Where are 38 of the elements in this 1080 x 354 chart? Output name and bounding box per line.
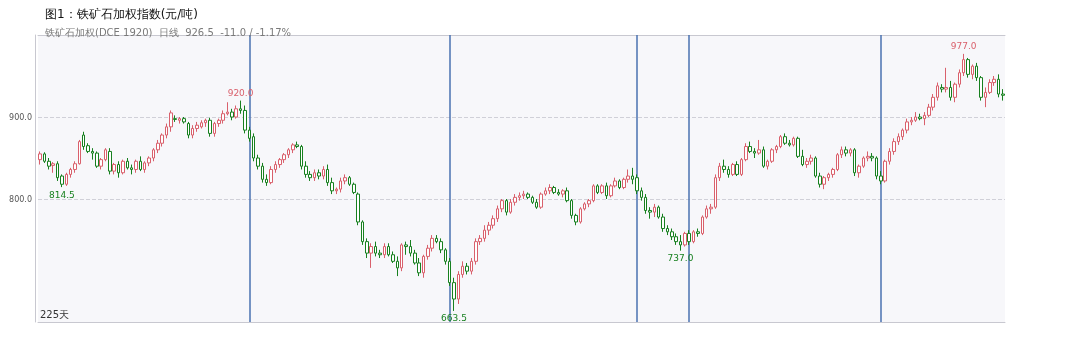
candlestick	[687, 229, 691, 246]
candlestick	[600, 183, 604, 195]
candlestick	[234, 105, 238, 120]
candlestick	[683, 231, 687, 248]
candlestick	[108, 147, 112, 175]
candlestick	[291, 142, 295, 154]
candlestick	[187, 121, 190, 139]
candlestick	[966, 57, 970, 79]
candlestick	[369, 242, 373, 269]
y-tick-label: 900.0	[9, 112, 32, 122]
candlestick	[844, 146, 848, 157]
candlestick	[552, 185, 556, 195]
candlestick	[208, 117, 212, 138]
candlestick	[731, 162, 735, 177]
candlestick	[269, 165, 273, 185]
candlestick	[735, 160, 739, 177]
candlestick	[561, 188, 565, 198]
candlestick	[465, 262, 469, 275]
candlestick	[539, 191, 543, 210]
chart-title: 图1：铁矿石加权指数(元/吨)	[45, 7, 199, 21]
candlestick	[278, 157, 282, 169]
y-tick-label: 800.0	[9, 194, 32, 204]
annotation: 977.0	[950, 41, 977, 52]
candlestick	[918, 113, 922, 121]
candlestick	[182, 116, 186, 125]
candlestick	[317, 168, 321, 180]
candlestick	[548, 183, 552, 195]
candlestick	[282, 152, 286, 164]
candlestick	[95, 150, 99, 169]
candlestick	[134, 159, 138, 174]
candlestick	[526, 191, 530, 200]
annotation: 225天	[40, 308, 70, 320]
annotation: 814.5	[49, 189, 75, 200]
candlestick	[822, 175, 826, 190]
candlestick	[121, 159, 125, 175]
chart-subtitle: 铁矿石加权(DCE 1920) 日线 926.5 -11.0 / -1.17%	[44, 26, 292, 38]
candlestick	[670, 228, 674, 241]
candlestick	[783, 132, 787, 146]
